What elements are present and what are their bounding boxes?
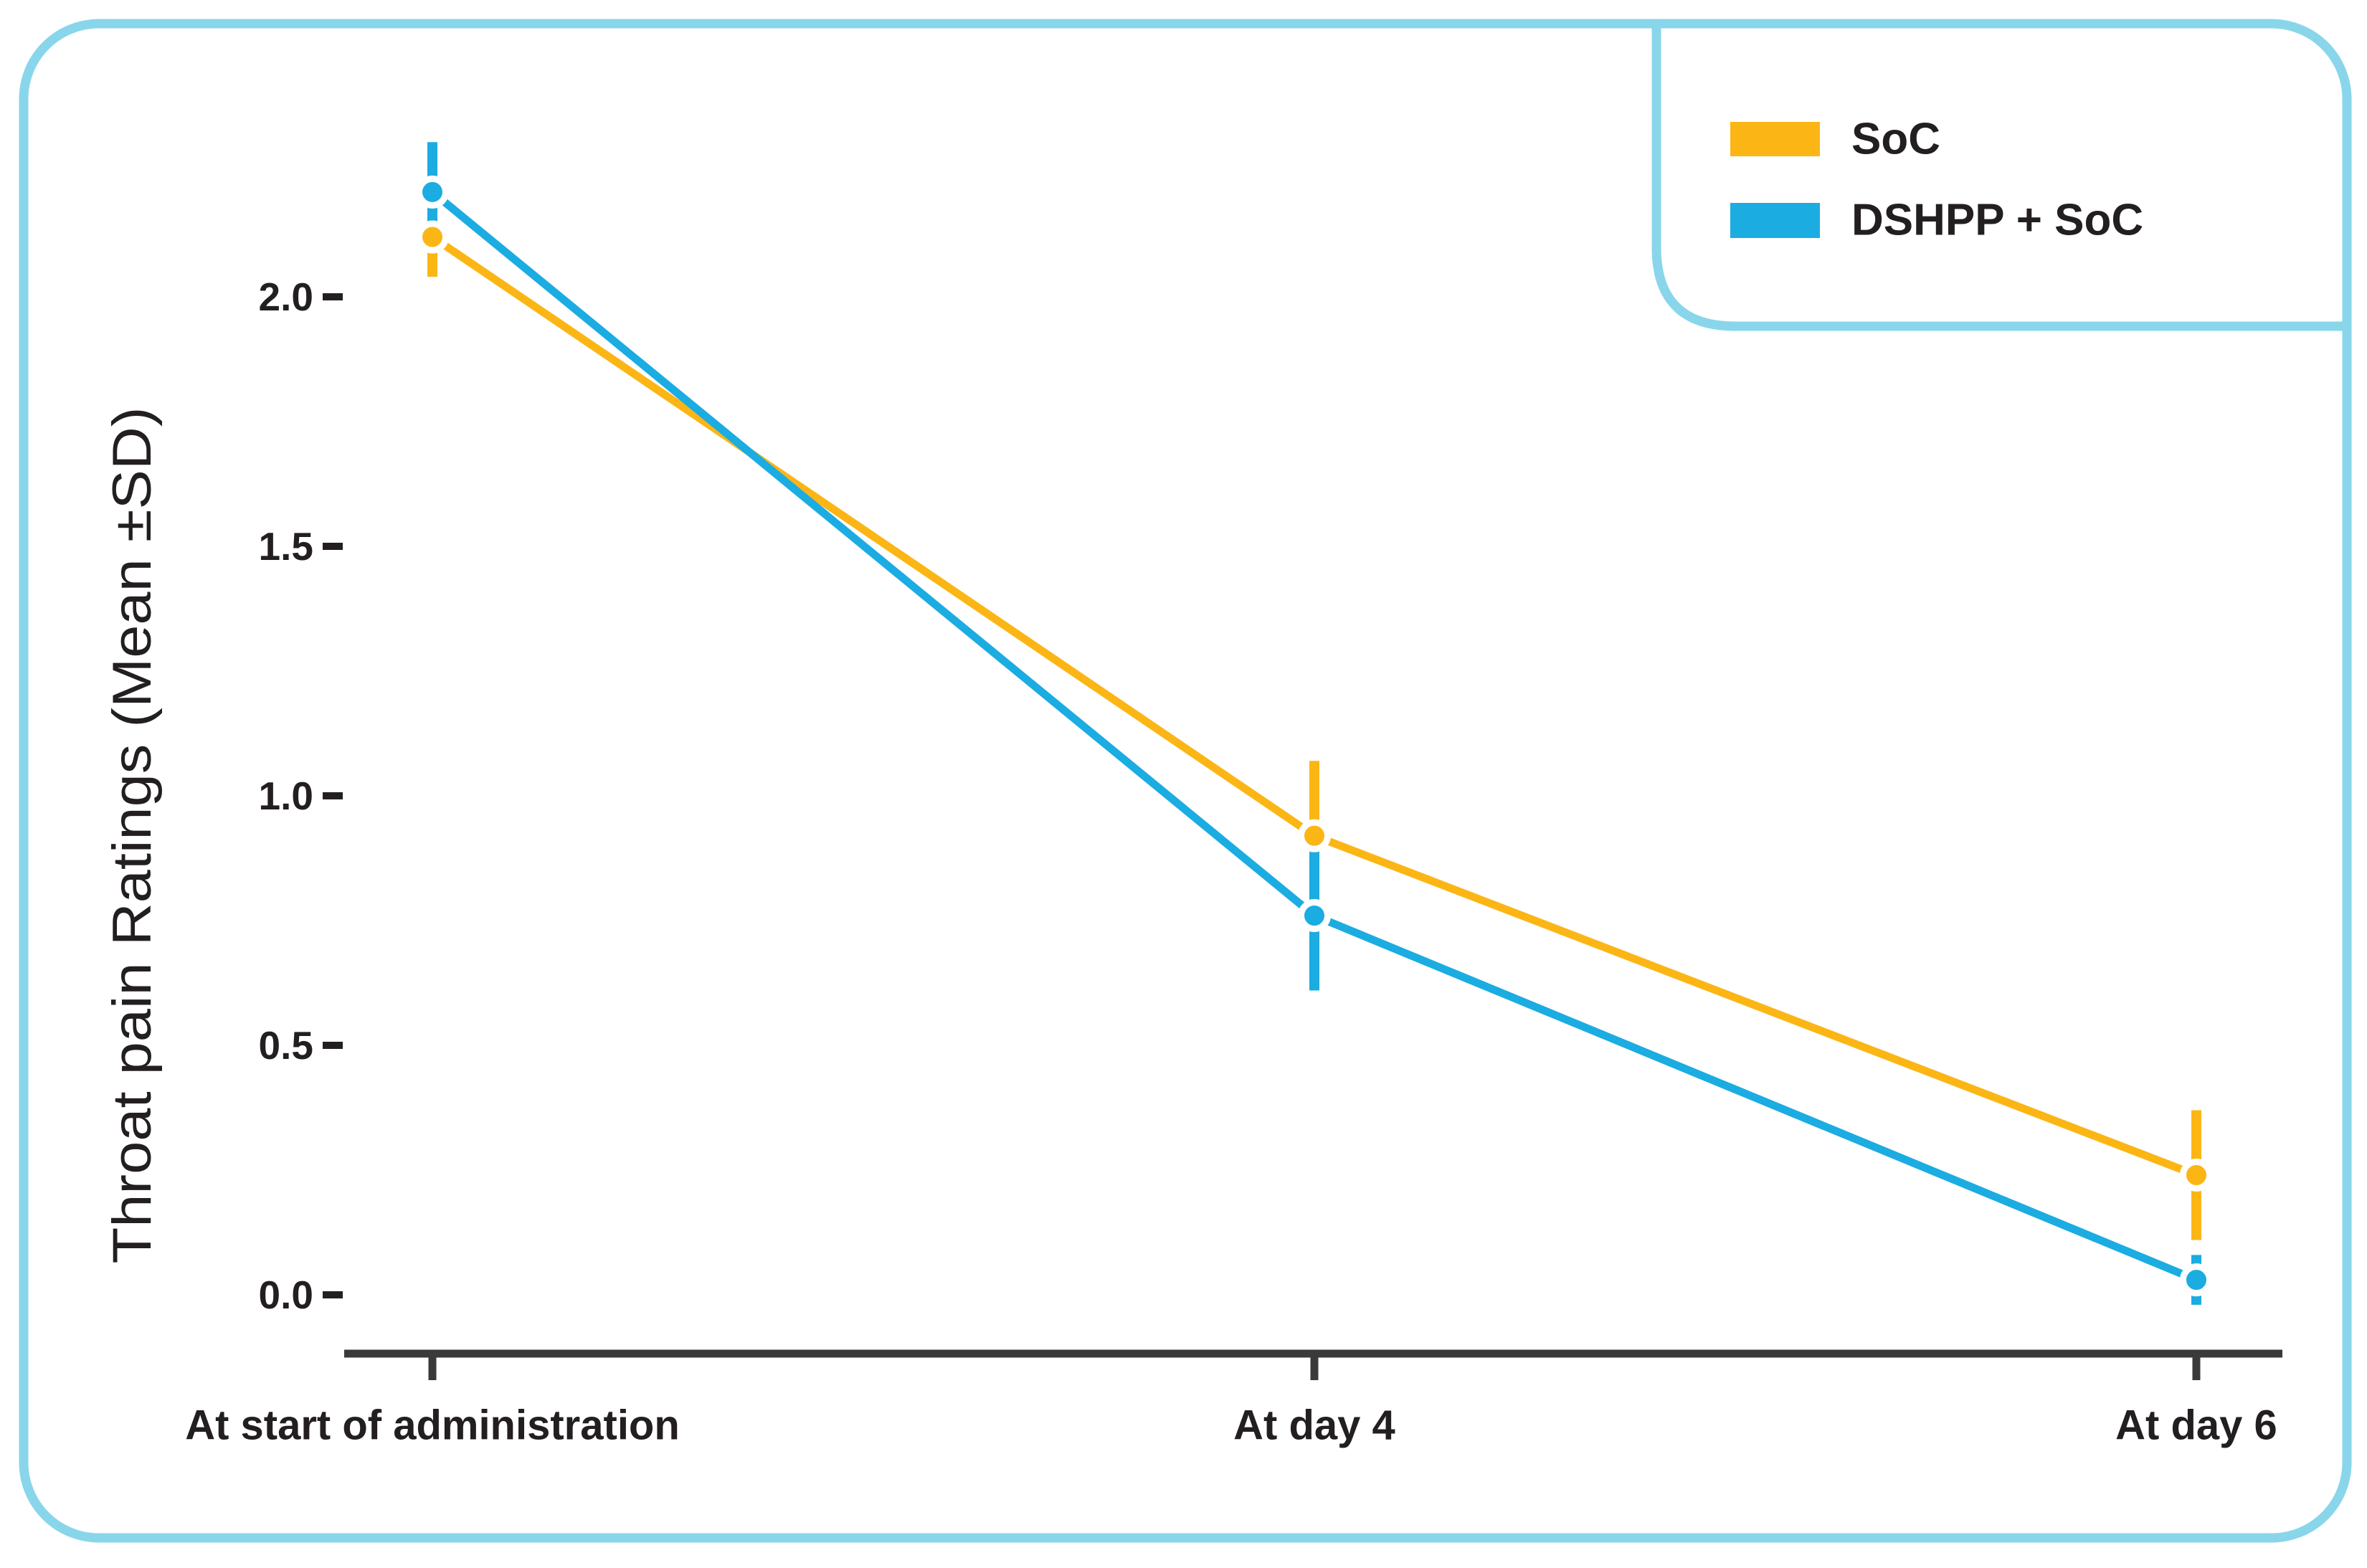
legend: SoC DSHPP + SoC [1651, 26, 2343, 331]
plot-area: 0.0 0.5 1.0 1.5 2.0 At start of administratio… [185, 142, 2282, 1449]
legend-label-dshpp-soc: DSHPP + SoC [1851, 196, 2143, 245]
data-point-series-0 [2180, 1158, 2213, 1192]
data-point-series-0 [1298, 819, 1331, 852]
y-tick-label: 0.5 [259, 1023, 313, 1068]
series-line-1 [430, 189, 2198, 1284]
y-tick-label: 1.0 [259, 774, 313, 818]
legend-border [1651, 26, 2343, 331]
y-axis-title: Throat pain Ratings (Mean ±SD) [102, 407, 163, 1264]
data-point-series-1 [2180, 1263, 2213, 1297]
legend-swatch-dshpp-soc [1730, 203, 1820, 238]
legend-label-soc: SoC [1851, 115, 1940, 164]
legend-swatch-soc [1730, 122, 1820, 156]
y-tick-label: 0.0 [259, 1273, 313, 1317]
y-axis-tick [323, 293, 343, 300]
figure-border [19, 19, 2352, 1543]
x-category-label: At start of administration [185, 1402, 680, 1449]
data-point-series-1 [416, 175, 449, 209]
series-line-0 [430, 233, 2198, 1179]
data-point-series-0 [416, 220, 449, 254]
y-axis-tick [323, 792, 343, 799]
y-axis-tick [323, 1291, 343, 1298]
x-category-label: At day 6 [2115, 1402, 2277, 1449]
data-point-series-1 [1298, 899, 1331, 933]
y-axis-tick [323, 1042, 343, 1049]
y-tick-label: 2.0 [259, 275, 313, 319]
y-axis-tick [323, 543, 343, 550]
x-category-label: At day 4 [1233, 1402, 1395, 1449]
y-tick-label: 1.5 [259, 524, 313, 569]
